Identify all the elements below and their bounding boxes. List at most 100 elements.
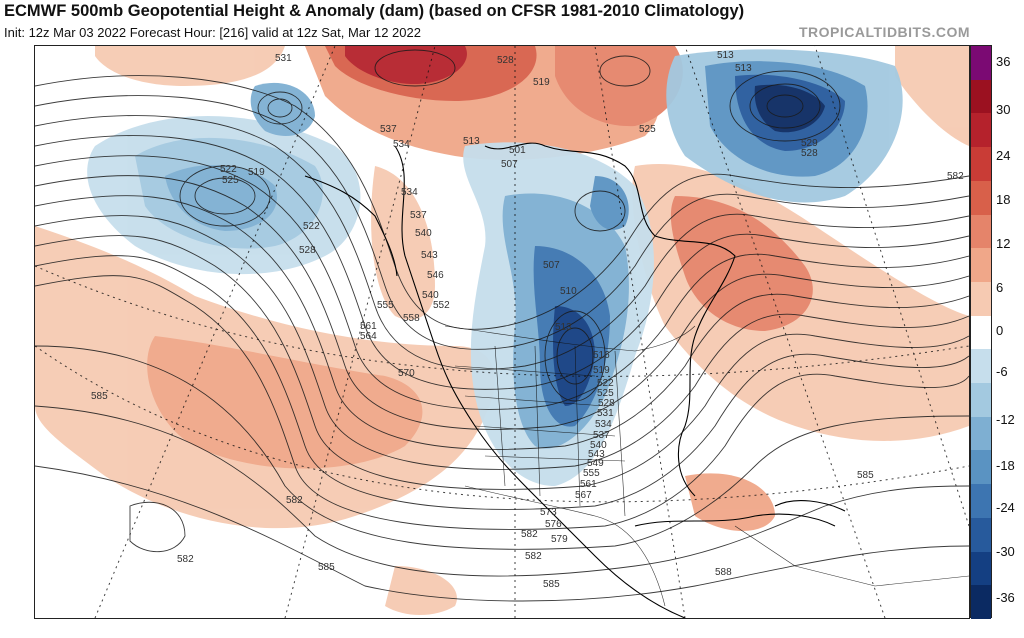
colorbar-tick-label: 6 [996, 280, 1004, 295]
colorbar-tick-label: 24 [996, 148, 1011, 163]
contour-label: 582 [286, 495, 303, 506]
colorbar-swatch [971, 248, 991, 283]
colorbar-swatch [971, 113, 991, 148]
contour-label: 576 [545, 519, 562, 530]
contour-label: 588 [715, 567, 732, 578]
contour-label: 585 [543, 579, 560, 590]
colorbar-swatch [971, 315, 991, 350]
contour-label: 513 [463, 136, 480, 147]
contour-label: 501 [509, 145, 526, 156]
contour-label: 546 [427, 270, 444, 281]
colorbar-tick-label: -30 [996, 544, 1015, 559]
contour-label: 564 [360, 331, 377, 342]
colorbar-swatch [971, 46, 991, 81]
contour-label: 561 [580, 479, 597, 490]
colorbar-swatch [971, 214, 991, 249]
contour-label: 513 [717, 50, 734, 61]
colorbar-swatch [971, 147, 991, 182]
colorbar-tick-label: -6 [996, 364, 1008, 379]
contour-label: 507 [543, 260, 560, 271]
map-panel: 531 528 519 537 534 525 513 501 507 513 … [34, 45, 970, 619]
colorbar-tick-label: 36 [996, 54, 1011, 69]
colorbar-tick-label: 18 [996, 192, 1011, 207]
contour-label: 519 [533, 77, 550, 88]
coastlines [304, 142, 846, 618]
graticule [35, 46, 969, 618]
contour-label: 540 [590, 440, 607, 451]
map-svg: 531 528 519 537 534 525 513 501 507 513 … [35, 46, 969, 618]
colorbar-tick-label: -24 [996, 500, 1015, 515]
contour-label: 516 [593, 350, 610, 361]
colorbar-swatch [971, 585, 991, 620]
contour-label: 525 [597, 388, 614, 399]
colorbar-swatch [971, 383, 991, 418]
colorbar-swatch [971, 551, 991, 586]
contour-label: 531 [597, 408, 614, 419]
contour-label: 522 [220, 164, 237, 175]
contour-label: 582 [177, 554, 194, 565]
contour-label: 573 [540, 507, 557, 518]
contour-label: 525 [639, 124, 656, 135]
colorbar-swatch [971, 79, 991, 114]
contour-label: 582 [525, 551, 542, 562]
contour-label: 570 [398, 368, 415, 379]
contour-label: 585 [318, 562, 335, 573]
contour-label: 582 [521, 529, 538, 540]
contour-label: 579 [551, 534, 568, 545]
colorbar-swatch [971, 416, 991, 451]
colorbar-swatch [971, 180, 991, 216]
contour-label: 555 [377, 300, 394, 311]
colorbar-tick-label: -18 [996, 458, 1015, 473]
negative-anomaly-shading [87, 49, 903, 487]
contour-label: 519 [248, 167, 265, 178]
contour-label: 543 [588, 449, 605, 460]
colorbar-swatch [971, 281, 991, 317]
contour-label: 540 [415, 228, 432, 239]
colorbar-swatch [971, 517, 991, 553]
political-borders [444, 325, 969, 607]
contour-label: 540 [422, 290, 439, 301]
contour-label: 549 [587, 458, 604, 469]
contour-label: 513 [555, 322, 572, 333]
colorbar-swatch [971, 484, 991, 519]
contour-label: 552 [433, 300, 450, 311]
contour-label: 555 [583, 468, 600, 479]
contour-label: 534 [401, 187, 418, 198]
contour-label: 543 [421, 250, 438, 261]
contour-label: 567 [575, 490, 592, 501]
contour-label: 528 [497, 55, 514, 66]
colorbar-swatch [971, 349, 991, 384]
contour-label: 585 [857, 470, 874, 481]
colorbar-tick-label: 12 [996, 236, 1011, 251]
contour-label: 585 [91, 391, 108, 402]
colorbar-tick-label: -12 [996, 412, 1015, 427]
contour-label: 522 [303, 221, 320, 232]
contour-label: 558 [403, 313, 420, 324]
contour-label: 582 [947, 171, 964, 182]
positive-anomaly-shading [35, 46, 969, 615]
contour-label: 537 [380, 124, 397, 135]
colorbar-tick-label: -36 [996, 590, 1015, 605]
chart-subtitle: Init: 12z Mar 03 2022 Forecast Hour: [21… [4, 25, 421, 40]
contour-labels: 531 528 519 537 534 525 513 501 507 513 … [91, 50, 964, 590]
height-contours [35, 49, 969, 602]
contour-label: 525 [222, 175, 239, 186]
contour-label: 537 [410, 210, 427, 221]
contour-label: 510 [560, 286, 577, 297]
contour-label: 522 [597, 378, 614, 389]
brand-logo-text: TROPICALTIDBITS.COM [798, 24, 970, 40]
contour-label: 513 [735, 63, 752, 74]
contour-label: 519 [593, 365, 610, 376]
contour-label: 561 [360, 321, 377, 332]
contour-label: 534 [595, 419, 612, 430]
colorbar-tick-label: 30 [996, 102, 1011, 117]
contour-label: 507 [501, 159, 518, 170]
contour-label: 528 [801, 148, 818, 159]
contour-label: 529 [801, 138, 818, 149]
contour-label: 528 [299, 245, 316, 256]
colorbar [970, 45, 992, 620]
contour-label: 531 [275, 53, 292, 64]
colorbar-tick-label: 0 [996, 323, 1004, 338]
contour-label: 534 [393, 139, 410, 150]
contour-label: 537 [593, 430, 610, 441]
